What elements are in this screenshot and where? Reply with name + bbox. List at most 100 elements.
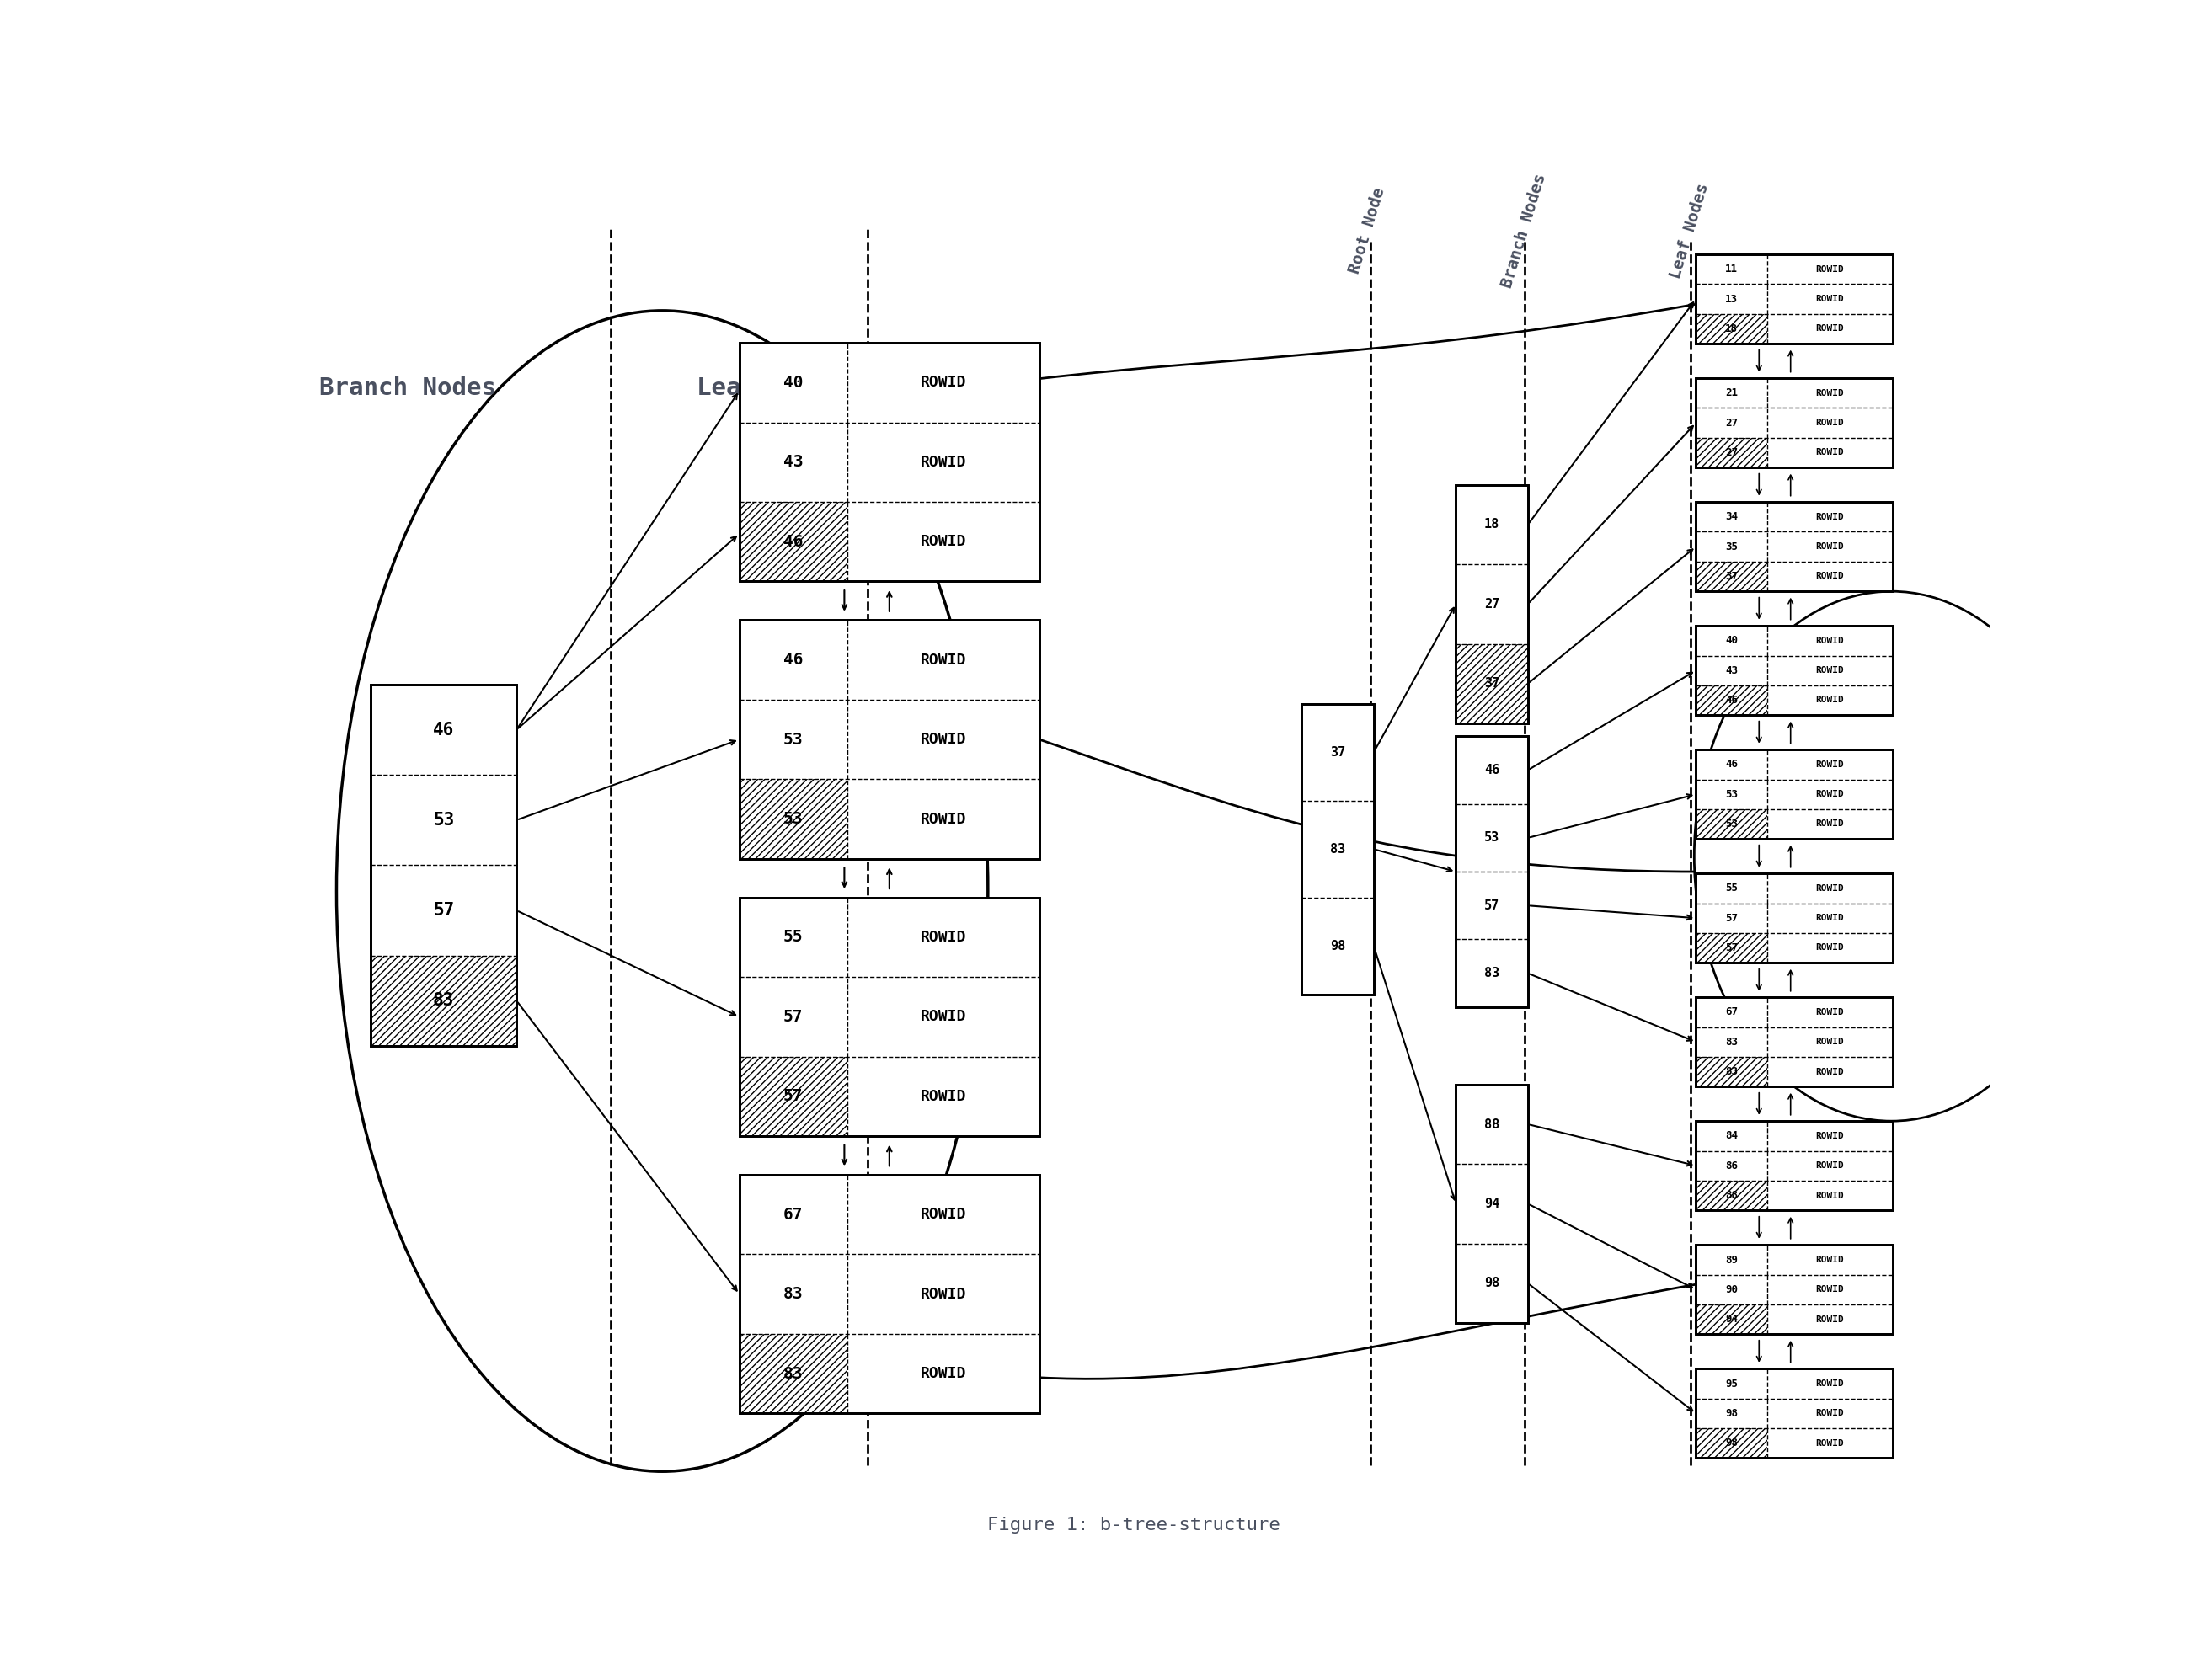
Bar <box>1455 1084 1528 1323</box>
Bar <box>1697 1181 1767 1211</box>
Bar <box>1697 561 1767 591</box>
Text: ROWID: ROWID <box>1816 1191 1845 1199</box>
Text: ROWID: ROWID <box>1816 1380 1845 1389</box>
Text: ROWID: ROWID <box>1816 1132 1845 1141</box>
Bar <box>739 779 847 859</box>
Bar <box>1697 379 1893 467</box>
Text: 34: 34 <box>1725 511 1739 523</box>
Text: 90: 90 <box>1725 1285 1739 1295</box>
Text: 40: 40 <box>783 375 803 390</box>
Bar <box>1697 255 1893 343</box>
Text: 53: 53 <box>783 732 803 747</box>
Text: ROWID: ROWID <box>1816 1409 1845 1417</box>
Text: 57: 57 <box>1725 943 1739 953</box>
Text: ROWID: ROWID <box>1816 1067 1845 1075</box>
Text: 46: 46 <box>783 652 803 668</box>
Text: 37: 37 <box>1329 745 1345 759</box>
Bar <box>1697 313 1767 343</box>
Text: 46: 46 <box>1484 764 1500 777</box>
Bar <box>372 685 518 1045</box>
Text: 27: 27 <box>1725 447 1739 457</box>
Text: 98: 98 <box>1725 1437 1739 1449</box>
Bar <box>1301 704 1374 995</box>
Text: ROWID: ROWID <box>1816 573 1845 581</box>
Bar <box>1455 737 1528 1007</box>
Text: 35: 35 <box>1725 541 1739 553</box>
Text: 57: 57 <box>1484 899 1500 911</box>
Text: Figure 1: b-tree-structure: Figure 1: b-tree-structure <box>987 1516 1281 1533</box>
Bar <box>1697 626 1893 715</box>
Bar <box>1697 874 1893 963</box>
Text: ROWID: ROWID <box>920 1367 967 1382</box>
Text: ROWID: ROWID <box>1816 697 1845 705</box>
Text: 53: 53 <box>1725 819 1739 829</box>
Text: ROWID: ROWID <box>1816 325 1845 333</box>
Text: 83: 83 <box>1484 966 1500 980</box>
Bar <box>739 1174 1040 1414</box>
Text: 27: 27 <box>1725 417 1739 429</box>
Text: 67: 67 <box>1725 1007 1739 1018</box>
Text: 46: 46 <box>434 722 453 739</box>
Text: 57: 57 <box>783 1008 803 1025</box>
Text: ROWID: ROWID <box>1816 295 1845 303</box>
Text: Root Node: Root Node <box>1347 186 1389 276</box>
Text: ROWID: ROWID <box>1816 389 1845 397</box>
Text: ROWID: ROWID <box>1816 1161 1845 1169</box>
Text: 57: 57 <box>434 901 453 920</box>
Text: ROWID: ROWID <box>920 811 967 826</box>
Bar <box>372 955 518 1045</box>
Text: 53: 53 <box>1484 831 1500 844</box>
Text: 83: 83 <box>1329 843 1345 856</box>
Bar <box>1455 643 1528 724</box>
Text: 13: 13 <box>1725 293 1739 305</box>
Bar <box>1697 933 1767 963</box>
Text: 57: 57 <box>1725 913 1739 923</box>
Bar <box>1697 1121 1893 1211</box>
Bar <box>739 1057 847 1136</box>
Text: ROWID: ROWID <box>920 1089 967 1104</box>
Bar <box>1697 502 1893 591</box>
Text: ROWID: ROWID <box>1816 943 1845 951</box>
Bar <box>1697 750 1893 839</box>
Bar <box>1455 1084 1528 1323</box>
Text: 94: 94 <box>1484 1198 1500 1209</box>
Text: 18: 18 <box>1725 323 1739 335</box>
Bar <box>1697 750 1893 839</box>
Bar <box>1697 1429 1767 1457</box>
Text: Leaf Nodes: Leaf Nodes <box>697 377 845 400</box>
Text: 94: 94 <box>1725 1313 1739 1325</box>
Bar <box>1697 437 1767 467</box>
Bar <box>1697 874 1893 963</box>
Bar <box>1697 1368 1893 1457</box>
Text: ROWID: ROWID <box>1816 419 1845 427</box>
Bar <box>739 898 1040 1136</box>
Text: 84: 84 <box>1725 1131 1739 1141</box>
Bar <box>1697 502 1893 591</box>
Text: 37: 37 <box>1484 677 1500 690</box>
Text: 46: 46 <box>783 534 803 549</box>
Text: Branch Nodes: Branch Nodes <box>1500 173 1548 290</box>
Text: 53: 53 <box>783 811 803 827</box>
Bar <box>1697 1245 1893 1333</box>
Bar <box>1455 737 1528 1007</box>
Bar <box>739 620 1040 859</box>
Text: 57: 57 <box>783 1089 803 1104</box>
Text: 88: 88 <box>1484 1117 1500 1131</box>
Bar <box>1697 997 1893 1087</box>
Bar <box>1697 685 1767 715</box>
Bar <box>739 343 1040 581</box>
Text: ROWID: ROWID <box>1816 265 1845 273</box>
Text: ROWID: ROWID <box>920 534 967 549</box>
Text: 98: 98 <box>1484 1276 1500 1290</box>
Text: 67: 67 <box>783 1206 803 1223</box>
Text: ROWID: ROWID <box>1816 667 1845 675</box>
Text: 18: 18 <box>1484 518 1500 531</box>
Text: ROWID: ROWID <box>1816 513 1845 521</box>
Bar <box>1697 809 1767 839</box>
Text: 55: 55 <box>783 930 803 945</box>
Bar <box>1301 704 1374 995</box>
Bar <box>1697 1121 1893 1211</box>
Bar <box>1697 1057 1767 1087</box>
Bar <box>739 620 1040 859</box>
Bar <box>739 1174 1040 1414</box>
